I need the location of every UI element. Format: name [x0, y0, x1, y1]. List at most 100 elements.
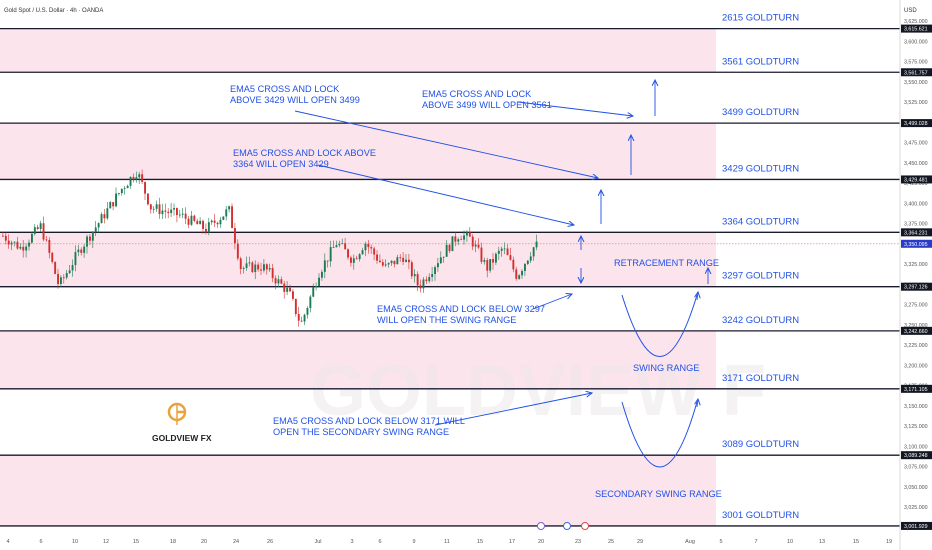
range-label-swing-range: SWING RANGE — [633, 363, 699, 373]
annotation-secondary: OPEN THE SECONDARY SWING RANGE — [273, 427, 449, 437]
candle — [326, 260, 329, 268]
price-level-tag: 3,242.660 — [901, 326, 932, 335]
candle-body — [483, 260, 486, 262]
candle-body — [515, 269, 518, 279]
candle-body — [439, 257, 442, 264]
candle — [277, 275, 280, 288]
candle-body — [509, 255, 512, 260]
candle-body — [309, 296, 312, 309]
price-level-tag: 3,089.248 — [901, 451, 932, 460]
candle-body — [167, 211, 170, 214]
candle-body — [184, 213, 187, 219]
price-level-tag: 3,561.757 — [901, 68, 932, 77]
candle — [62, 274, 65, 284]
candle-body — [251, 262, 254, 273]
candle-body — [33, 227, 36, 234]
candle-body — [492, 259, 494, 263]
candle — [425, 276, 428, 284]
candle-body — [497, 250, 500, 254]
logo-text: GOLDVIEW FX — [152, 433, 212, 443]
candle — [529, 252, 532, 264]
level-bands — [0, 28, 716, 526]
time-label: 20 — [201, 539, 207, 545]
candle — [309, 295, 312, 313]
candle-body — [112, 202, 115, 207]
candle-body — [399, 257, 402, 259]
candle — [103, 209, 106, 224]
candle-body — [265, 264, 268, 270]
candle-body — [408, 259, 410, 263]
candle-body — [2, 235, 4, 237]
level-label: 3429 GOLDTURN — [722, 163, 799, 174]
time-label: 15 — [853, 539, 859, 545]
candle-body — [103, 214, 106, 219]
candle-body — [431, 273, 434, 278]
candle-body — [402, 257, 405, 262]
candle — [280, 276, 283, 285]
time-label: 3 — [350, 539, 353, 545]
candle — [60, 275, 62, 288]
candle — [28, 239, 30, 251]
time-label: 11 — [444, 539, 450, 545]
candle-body — [190, 215, 193, 225]
candle-body — [521, 271, 523, 276]
candle-body — [222, 216, 225, 220]
candle-body — [329, 247, 332, 262]
candle — [4, 232, 7, 245]
candle-body — [257, 264, 260, 270]
annotation-open-3429: 3364 WILL OPEN 3429 — [233, 159, 329, 169]
candle-body — [236, 243, 239, 259]
candle — [468, 227, 471, 237]
candle-body — [468, 232, 471, 237]
swing-range-curve — [621, 294, 698, 357]
time-label: 5 — [719, 539, 722, 545]
candle — [222, 216, 225, 221]
candle-body — [178, 214, 181, 216]
candle — [321, 269, 323, 281]
level-band — [0, 28, 716, 73]
candle — [210, 219, 213, 225]
candle-body — [4, 235, 7, 241]
price-tag-text: 3,089.248 — [904, 453, 928, 459]
price-tag-text: 3,499.028 — [904, 121, 928, 127]
candle — [402, 252, 405, 266]
candle — [54, 261, 57, 275]
candle-body — [51, 252, 54, 262]
time-label: 13 — [819, 539, 825, 545]
candle — [521, 268, 523, 279]
candle — [42, 216, 45, 242]
candle-body — [352, 258, 355, 263]
candle-body — [318, 277, 320, 287]
candle — [422, 276, 425, 293]
current-price-tag: 3,350.095 — [901, 239, 932, 248]
candle-body — [216, 222, 219, 225]
candle — [152, 206, 155, 214]
candle — [399, 254, 402, 262]
candle — [13, 241, 16, 247]
candle — [48, 237, 51, 259]
candle-body — [312, 287, 315, 297]
time-label: 25 — [608, 539, 614, 545]
candle-body — [109, 202, 112, 209]
candle — [439, 251, 442, 264]
candle-body — [387, 263, 390, 265]
candle-body — [10, 242, 13, 245]
candle-body — [335, 245, 338, 248]
candle — [155, 200, 158, 212]
candle — [89, 233, 91, 246]
candle-body — [132, 176, 135, 180]
candle — [205, 223, 207, 235]
candle-body — [16, 241, 19, 249]
candle-body — [45, 239, 48, 241]
candle — [393, 260, 396, 268]
time-label: 23 — [575, 539, 581, 545]
watermark: GOLDVIEW F — [310, 351, 766, 431]
candle — [33, 223, 36, 236]
price-tag-text: 3,364.231 — [904, 230, 928, 236]
candle-body — [161, 210, 164, 215]
candle-body — [68, 270, 71, 274]
candle-body — [358, 254, 361, 260]
candle — [289, 284, 291, 292]
